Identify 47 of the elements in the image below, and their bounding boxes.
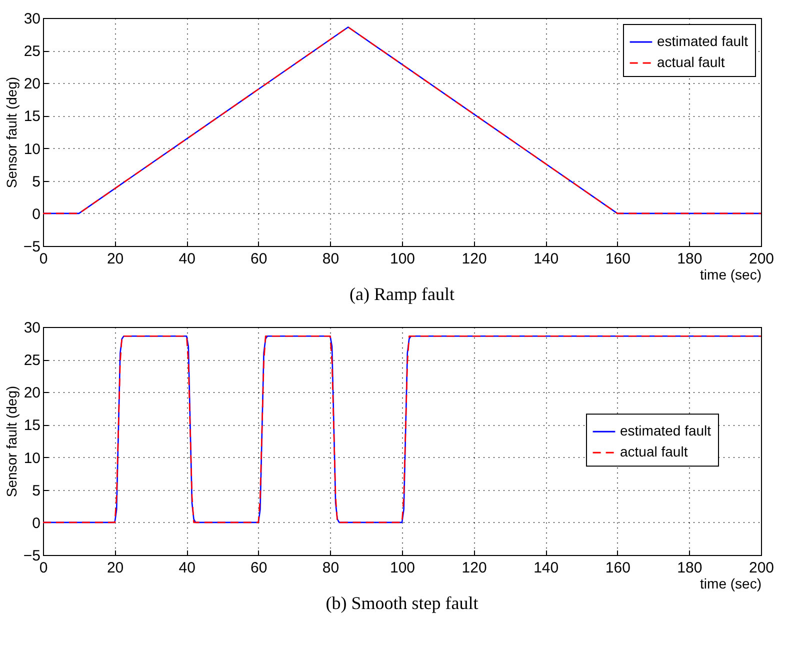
x-tick-label: 20: [106, 250, 124, 268]
x-tick-label: 20: [106, 560, 124, 576]
x-tick-label: 100: [390, 250, 416, 268]
x-tick-label: 80: [322, 250, 340, 268]
x-tick-label: 160: [605, 560, 630, 576]
y-tick-label: 0: [32, 514, 40, 532]
x-tick-label: 40: [178, 250, 196, 268]
x-tick-label: 120: [462, 250, 487, 268]
legend-label: actual fault: [657, 54, 725, 70]
x-tick-label: 120: [462, 560, 487, 576]
x-tick-label: 60: [250, 560, 268, 576]
x-tick-label: 200: [748, 250, 774, 268]
y-tick-label: 20: [24, 384, 40, 402]
x-axis-title: time (sec): [700, 576, 762, 592]
y-tick-label: 5: [32, 482, 40, 500]
x-tick-label: 80: [322, 560, 340, 576]
y-tick-label: 15: [24, 108, 40, 126]
x-tick-label: 140: [534, 560, 559, 576]
x-tick-label: 200: [748, 560, 774, 576]
y-tick-label: 25: [24, 43, 40, 60]
y-tick-label: −5: [23, 548, 40, 564]
x-tick-label: 140: [534, 250, 559, 268]
text: (b) Smooth step fault: [326, 593, 478, 613]
x-tick-label: 180: [677, 560, 702, 576]
y-tick-label: 20: [24, 76, 40, 93]
y-tick-label: 30: [24, 10, 40, 28]
x-axis-title: time (sec): [700, 266, 762, 282]
legend-label: actual fault: [620, 444, 688, 460]
y-tick-label: 10: [24, 140, 40, 158]
x-tick-label: 60: [250, 250, 268, 268]
legend-label: estimated fault: [620, 422, 712, 439]
legend-label: estimated fault: [657, 33, 748, 49]
line-series: [43, 335, 761, 524]
y-tick-label: 0: [32, 206, 40, 223]
x-tick-label: 100: [390, 560, 416, 576]
y-tick-label: 5: [32, 173, 40, 190]
y-tick-label: 15: [24, 417, 40, 434]
y-tick-label: −5: [23, 238, 40, 256]
x-tick-label: 40: [178, 560, 196, 576]
x-tick-label: 180: [677, 250, 702, 268]
y-tick-label: 25: [24, 352, 40, 370]
y-tick-label: 30: [24, 320, 40, 336]
y-axis-title: Sensor fault (deg): [3, 76, 20, 188]
y-tick-label: 10: [24, 450, 40, 467]
y-axis-title: Sensor fault (deg): [3, 386, 20, 498]
text: (a) Ramp fault: [350, 284, 454, 304]
x-tick-label: 160: [605, 250, 630, 268]
